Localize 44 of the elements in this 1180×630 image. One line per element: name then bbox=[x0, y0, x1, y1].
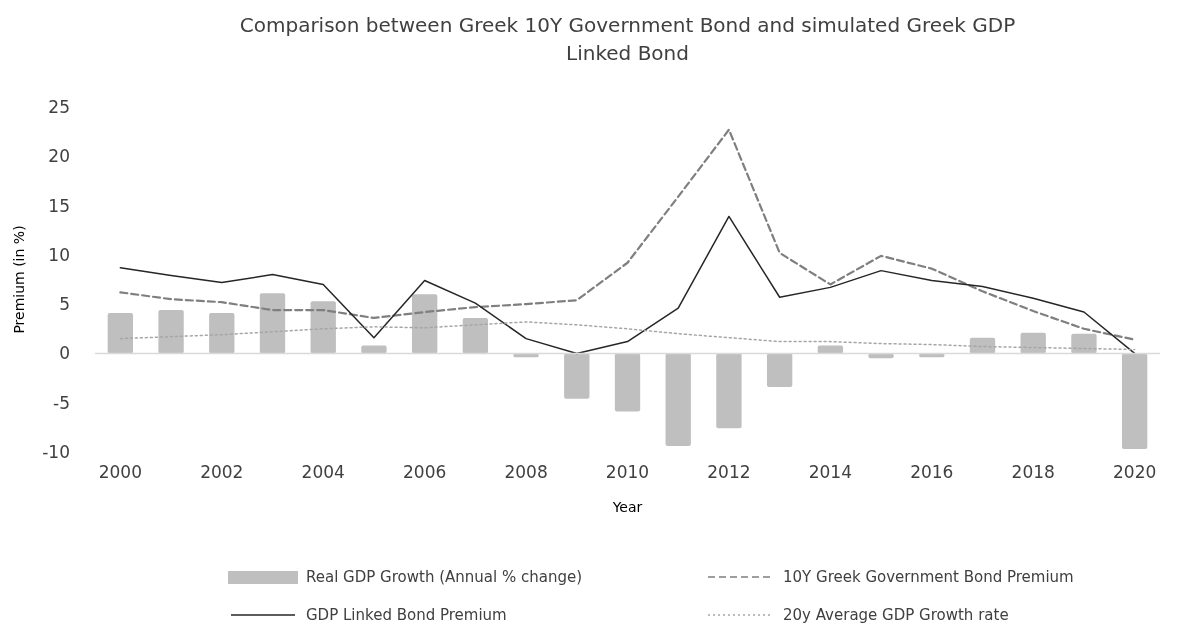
legend-label: 10Y Greek Government Bond Premium bbox=[783, 568, 1074, 587]
legend-label: GDP Linked Bond Premium bbox=[306, 606, 507, 625]
y-tick-label: 5 bbox=[59, 294, 70, 315]
y-tick-label: 25 bbox=[48, 96, 70, 117]
legend-label: Real GDP Growth (Annual % change) bbox=[306, 568, 582, 587]
bar bbox=[259, 293, 286, 354]
x-tick-label: 2010 bbox=[605, 461, 650, 482]
bar bbox=[107, 313, 134, 354]
chart-title: Comparison between Greek 10Y Government Bond and simulated Greek GDP Linked Bond bbox=[239, 13, 1016, 65]
y-tick-label: -10 bbox=[42, 441, 70, 462]
y-tick-label: 0 bbox=[59, 343, 70, 364]
line-series bbox=[119, 215, 1136, 355]
bar bbox=[1121, 353, 1148, 450]
bar bbox=[1020, 332, 1046, 354]
y-tick-label: 15 bbox=[48, 195, 70, 216]
bar bbox=[564, 353, 590, 399]
line-series bbox=[119, 128, 1136, 341]
x-tick-label: 2012 bbox=[707, 461, 751, 482]
bar bbox=[665, 353, 691, 447]
x-tick-label: 2016 bbox=[910, 461, 954, 482]
x-tick-label: 2018 bbox=[1011, 461, 1055, 482]
line-series bbox=[119, 321, 1136, 351]
x-tick-label: 2000 bbox=[98, 461, 142, 482]
bar bbox=[716, 353, 742, 429]
y-axis-title: Premium (in %) bbox=[11, 225, 27, 334]
y-tick-label: 10 bbox=[48, 244, 70, 265]
y-tick-label: -5 bbox=[53, 392, 70, 413]
bar bbox=[614, 353, 641, 412]
bar bbox=[1071, 333, 1097, 354]
x-tick-label: 2014 bbox=[808, 461, 852, 482]
x-tick-label: 2006 bbox=[403, 461, 447, 482]
x-axis-title: Year bbox=[611, 499, 643, 515]
x-tick-label: 2004 bbox=[301, 461, 345, 482]
bar bbox=[766, 353, 793, 387]
x-tick-label: 2008 bbox=[504, 461, 548, 482]
bar bbox=[158, 310, 184, 354]
bar bbox=[310, 301, 336, 354]
x-tick-label: 2020 bbox=[1113, 461, 1157, 482]
legend-label: 20y Average GDP Growth rate bbox=[783, 606, 1009, 625]
x-tick-label: 2002 bbox=[200, 461, 244, 482]
bar bbox=[209, 313, 235, 354]
bar bbox=[462, 317, 489, 354]
y-tick-label: 20 bbox=[48, 146, 70, 167]
bar bbox=[411, 294, 438, 354]
